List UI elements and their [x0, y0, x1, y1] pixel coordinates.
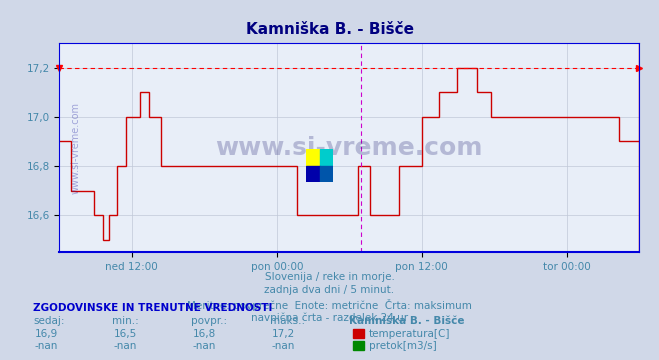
Text: navpična črta - razdelek 24 ur: navpična črta - razdelek 24 ur: [251, 313, 408, 323]
Text: ZGODOVINSKE IN TRENUTNE VREDNOSTI: ZGODOVINSKE IN TRENUTNE VREDNOSTI: [33, 303, 272, 314]
Text: Slovenija / reke in morje.: Slovenija / reke in morje.: [264, 272, 395, 282]
Text: min.:: min.:: [112, 316, 139, 326]
Text: -nan: -nan: [192, 341, 216, 351]
Text: pretok[m3/s]: pretok[m3/s]: [369, 341, 437, 351]
Text: 16,5: 16,5: [113, 329, 137, 339]
Text: 16,9: 16,9: [34, 329, 58, 339]
Text: sedaj:: sedaj:: [33, 316, 65, 326]
Text: -nan: -nan: [272, 341, 295, 351]
Bar: [306, 149, 320, 166]
Text: 17,2: 17,2: [272, 329, 295, 339]
Text: maks.:: maks.:: [270, 316, 305, 326]
Bar: [306, 166, 320, 182]
Text: www.si-vreme.com: www.si-vreme.com: [215, 136, 483, 159]
Text: temperatura[C]: temperatura[C]: [369, 329, 451, 339]
Bar: [320, 149, 333, 166]
Text: Kamniška B. - Bišče: Kamniška B. - Bišče: [246, 22, 413, 37]
Bar: [320, 166, 333, 182]
Text: -nan: -nan: [34, 341, 58, 351]
Text: zadnja dva dni / 5 minut.: zadnja dva dni / 5 minut.: [264, 285, 395, 296]
Text: povpr.:: povpr.:: [191, 316, 227, 326]
Text: Kamniška B. - Bišče: Kamniška B. - Bišče: [349, 316, 465, 326]
Text: Meritve: povprečne  Enote: metrične  Črta: maksimum: Meritve: povprečne Enote: metrične Črta:…: [187, 299, 472, 311]
Text: www.si-vreme.com: www.si-vreme.com: [71, 102, 81, 194]
Text: 16,8: 16,8: [192, 329, 216, 339]
Text: -nan: -nan: [113, 341, 137, 351]
